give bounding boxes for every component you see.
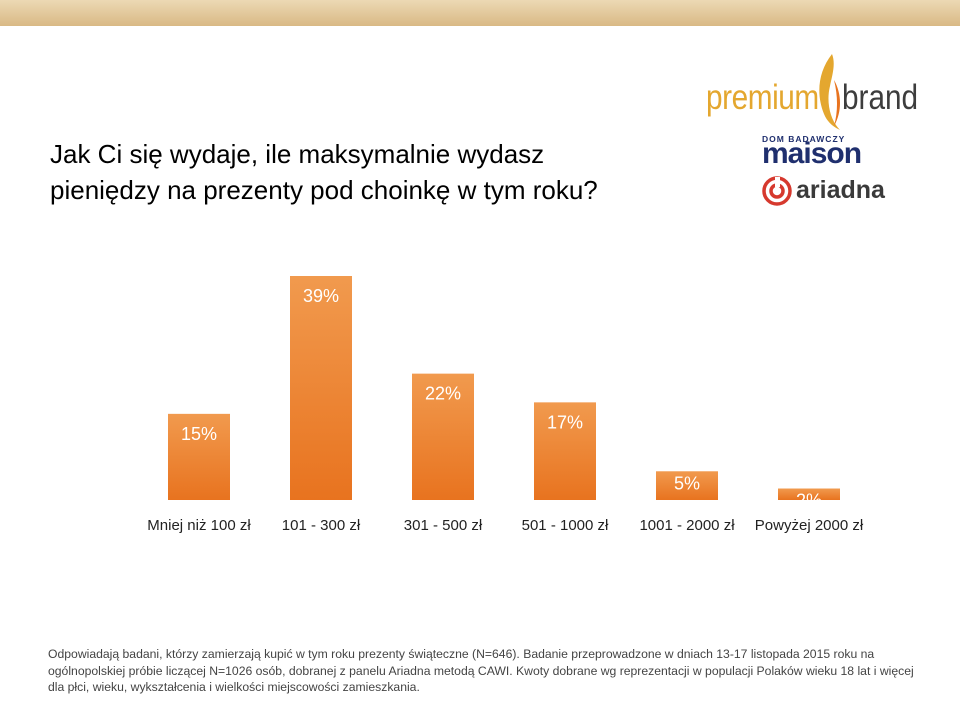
value-label-2: 39% (303, 286, 339, 306)
logo-premium-word: premium (706, 78, 819, 117)
category-label-4: 501 - 1000 zł (522, 517, 609, 534)
title-line-1: Jak Ci się wydaje, ile maksymalnie wydas… (50, 139, 545, 169)
value-label-4: 17% (547, 412, 583, 432)
maison-subtitle: DOM BADAWCZY (762, 134, 846, 144)
title-line-2: pieniędzy na prezenty pod choinkę w tym … (50, 175, 598, 205)
bar-5 (656, 471, 718, 500)
value-label-6: 2% (796, 491, 822, 511)
ariadna-word: ariadna (796, 176, 885, 204)
chart-title: Jak Ci się wydaje, ile maksymalnie wydas… (50, 136, 750, 208)
flame-icon (819, 54, 840, 130)
ariadna-spiral-icon (762, 176, 792, 206)
bar-2 (290, 276, 352, 500)
maison-word: maison (762, 137, 862, 170)
category-label-2: 101 - 300 zł (282, 517, 361, 534)
bar-chart: 15% Mniej niż 100 zł 39% 101 - 300 zł 22% 301… (147, 276, 864, 534)
ariadna-logo: ariadna (762, 174, 922, 208)
bar-6 (778, 488, 840, 500)
value-label-5: 5% (674, 473, 700, 493)
premium-brand-logo: premium brand (706, 54, 936, 130)
bar-1 (168, 413, 230, 500)
top-decorative-bar (0, 0, 960, 26)
logo-brand-word: brand (842, 78, 919, 117)
category-label-3: 301 - 500 zł (404, 517, 483, 534)
category-label-5: 1001 - 2000 zł (639, 517, 735, 534)
value-label-1: 15% (181, 424, 217, 444)
logos-area: premium brand DOM BADAWCZY maison ariadn… (700, 40, 940, 220)
bar-3 (412, 373, 474, 500)
bar-4 (534, 402, 596, 500)
category-label-1: Mniej niż 100 zł (147, 517, 251, 534)
value-label-3: 22% (425, 384, 461, 404)
footnote: Odpowiadają badani, którzy zamierzają ku… (48, 647, 914, 694)
category-label-6: Powyżej 2000 zł (755, 517, 864, 534)
maison-logo: DOM BADAWCZY maison (762, 134, 922, 170)
